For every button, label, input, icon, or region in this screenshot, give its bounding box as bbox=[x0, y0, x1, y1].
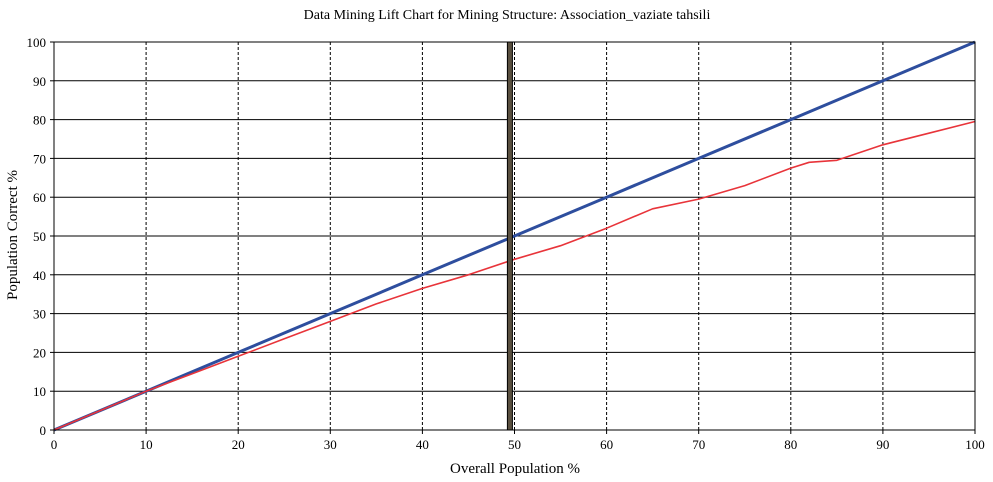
y-tick-label: 70 bbox=[33, 151, 46, 166]
y-tick-label: 20 bbox=[33, 345, 46, 360]
x-axis-ticks: 0 10 20 30 40 50 60 70 80 90 100 bbox=[51, 430, 985, 452]
x-tick-label: 50 bbox=[508, 437, 521, 452]
x-tick-label: 60 bbox=[600, 437, 613, 452]
grid-lines bbox=[54, 42, 975, 430]
x-tick-label: 10 bbox=[140, 437, 153, 452]
y-tick-label: 50 bbox=[33, 229, 46, 244]
y-axis-label: Population Correct % bbox=[5, 170, 21, 300]
series-line-1 bbox=[53, 40, 976, 432]
y-tick-label: 60 bbox=[33, 190, 46, 205]
x-tick-label: 30 bbox=[324, 437, 337, 452]
y-tick-label: 0 bbox=[40, 423, 47, 438]
x-tick-label: 90 bbox=[876, 437, 889, 452]
x-tick-label: 40 bbox=[416, 437, 429, 452]
population-cursor-line[interactable] bbox=[506, 41, 513, 431]
plot-border bbox=[53, 41, 976, 431]
series-line-2 bbox=[53, 120, 976, 431]
x-tick-label: 100 bbox=[965, 437, 985, 452]
y-tick-label: 80 bbox=[33, 113, 46, 128]
chart-title: Data Mining Lift Chart for Mining Struct… bbox=[304, 8, 711, 23]
y-tick-label: 40 bbox=[33, 268, 46, 283]
cursor-line bbox=[506, 41, 513, 431]
y-tick-label: 90 bbox=[33, 74, 46, 89]
y-tick-label: 30 bbox=[33, 307, 46, 322]
x-tick-label: 20 bbox=[232, 437, 245, 452]
series-lines bbox=[53, 40, 976, 432]
x-tick-label: 80 bbox=[784, 437, 797, 452]
y-axis-ticks: 0 10 20 30 40 50 60 70 80 90 100 bbox=[27, 35, 54, 438]
y-tick-label: 100 bbox=[27, 35, 47, 50]
y-tick-label: 10 bbox=[33, 384, 46, 399]
x-axis-label: Overall Population % bbox=[450, 461, 580, 477]
x-tick-label: 0 bbox=[51, 437, 58, 452]
x-tick-label: 70 bbox=[692, 437, 705, 452]
